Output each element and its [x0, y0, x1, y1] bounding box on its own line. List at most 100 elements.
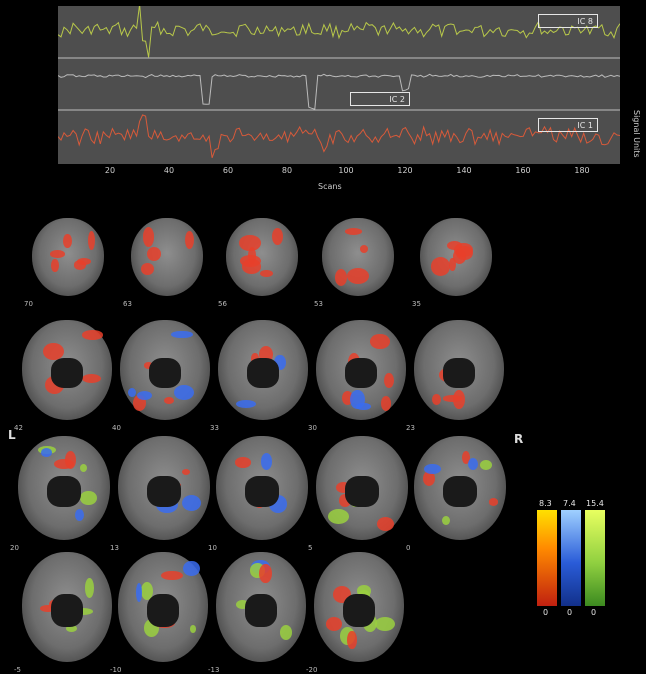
- activation-blob: [82, 330, 104, 340]
- activation-blob: [455, 245, 473, 261]
- colorbar-max-label: 8.3: [539, 499, 552, 508]
- right-orientation-label: R: [514, 432, 524, 446]
- activation-blob: [355, 402, 371, 411]
- ventricle: [342, 593, 376, 627]
- activation-blob: [171, 330, 193, 339]
- x-tick: 20: [104, 166, 116, 175]
- slice-label: -20: [306, 666, 318, 674]
- slice-label: 5: [308, 544, 313, 552]
- slice-label: 63: [123, 300, 132, 308]
- activation-blob: [41, 448, 53, 457]
- activation-blob: [64, 450, 76, 469]
- timecourse-svg: [58, 6, 620, 158]
- activation-blob: [42, 342, 64, 360]
- activation-blob: [443, 395, 462, 402]
- ventricle: [345, 475, 379, 507]
- x-tick: 80: [281, 166, 293, 175]
- activation-blob: [142, 227, 155, 247]
- brain-slice: [218, 320, 308, 420]
- activation-blob: [140, 262, 154, 276]
- activation-blob: [54, 459, 74, 470]
- activation-blob: [74, 508, 85, 522]
- activation-blob: [181, 495, 202, 512]
- brain-slice: [32, 218, 104, 296]
- activation-blob: [235, 599, 249, 610]
- brain-slice: [118, 436, 210, 540]
- activation-blob: [430, 257, 450, 276]
- activation-blob: [274, 354, 286, 371]
- x-tick: 180: [574, 166, 590, 175]
- activation-blob: [141, 581, 153, 600]
- activation-blob: [80, 464, 88, 473]
- activation-blob: [370, 334, 390, 349]
- activation-blob: [259, 269, 273, 277]
- colorbar: [537, 510, 605, 606]
- slice-label: -10: [110, 666, 122, 674]
- activation-blob: [271, 228, 283, 246]
- slice-label: 56: [218, 300, 227, 308]
- activation-blob: [82, 374, 102, 384]
- activation-blob: [147, 246, 162, 261]
- activation-blob: [359, 244, 369, 253]
- x-tick: 120: [397, 166, 413, 175]
- brain-slice: [22, 320, 112, 420]
- activation-blob: [341, 391, 354, 406]
- activation-blob: [144, 362, 154, 369]
- ic8-trace: [58, 6, 620, 58]
- activation-blob: [449, 257, 456, 271]
- activation-blob: [181, 469, 191, 476]
- activation-blob: [51, 258, 59, 272]
- ventricle: [246, 358, 280, 388]
- activation-blob: [452, 390, 465, 410]
- ventricle: [47, 475, 81, 507]
- activation-blob: [242, 259, 261, 274]
- activation-blob: [462, 450, 471, 464]
- brain-slice: [322, 218, 394, 296]
- activation-blob: [350, 389, 365, 410]
- activation-blob: [432, 393, 442, 406]
- activation-blob: [65, 625, 78, 633]
- activation-blob: [135, 583, 142, 603]
- slice-label: 35: [412, 300, 421, 308]
- activation-blob: [87, 231, 95, 251]
- activation-blob: [480, 460, 492, 471]
- brain-slice: [216, 552, 306, 662]
- brain-slice: [131, 218, 203, 296]
- slice-label: 13: [110, 544, 119, 552]
- activation-blob: [339, 494, 351, 508]
- colorbar-min-label: 0: [591, 608, 597, 617]
- brain-slice: [120, 320, 210, 420]
- brain-slice: [18, 436, 110, 540]
- activation-blob: [50, 250, 65, 258]
- slice-label: -5: [14, 666, 21, 674]
- activation-blob: [325, 616, 343, 631]
- activation-blob: [280, 625, 293, 641]
- colorbar-green: [585, 510, 605, 606]
- x-tick: 140: [456, 166, 472, 175]
- colorbar-red-yellow: [537, 510, 557, 606]
- activation-blob: [334, 268, 348, 286]
- brain-slice: [316, 436, 408, 540]
- x-tick: 100: [338, 166, 354, 175]
- activation-blob: [239, 234, 261, 251]
- activation-blob: [235, 457, 252, 468]
- ventricle: [245, 475, 279, 507]
- ic1-legend: IC 1: [538, 118, 598, 132]
- activation-blob: [259, 563, 272, 584]
- brain-slice: [216, 436, 308, 540]
- x-tick: 60: [222, 166, 234, 175]
- activation-blob: [380, 395, 392, 411]
- activation-blob: [374, 616, 396, 632]
- activation-blob: [235, 400, 256, 408]
- ic2-trace: [58, 73, 620, 110]
- ventricle: [442, 358, 476, 388]
- x-axis-label: Scans: [318, 182, 342, 191]
- left-orientation-label: L: [8, 428, 16, 442]
- activation-blob: [63, 234, 72, 249]
- activation-blob: [80, 490, 98, 506]
- activation-blob: [467, 457, 479, 471]
- activation-blob: [182, 560, 200, 577]
- colorbar-max-label: 7.4: [563, 499, 576, 508]
- ic1-trace: [58, 114, 620, 158]
- slice-label: 20: [10, 544, 19, 552]
